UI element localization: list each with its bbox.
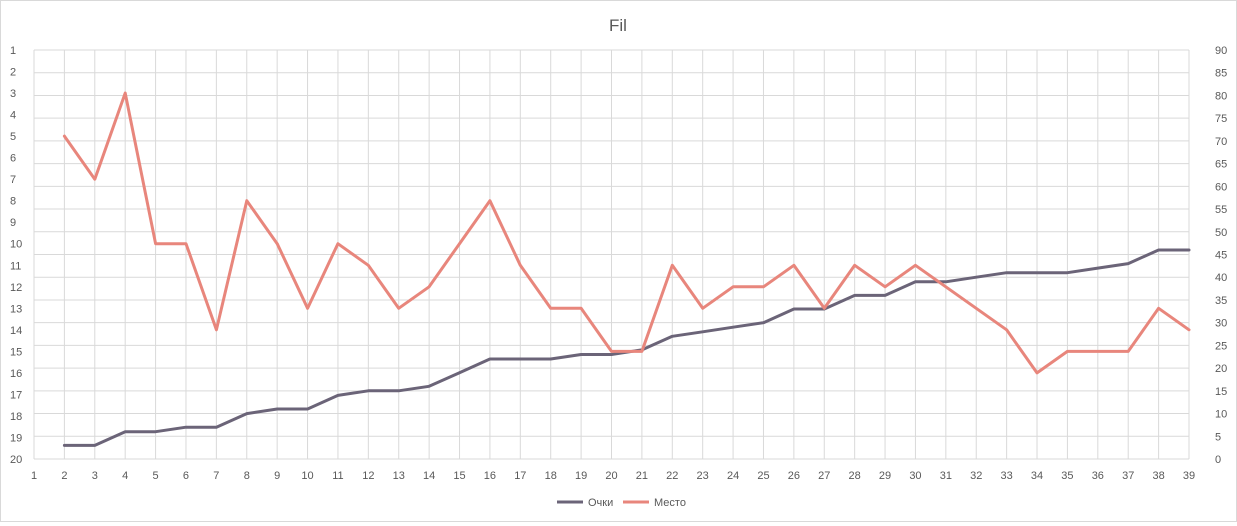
- x-axis-tick-label: 26: [788, 470, 800, 482]
- x-axis-tick-label: 4: [122, 470, 128, 482]
- legend-label: Место: [654, 497, 686, 509]
- left-axis-tick-label: 17: [10, 389, 22, 401]
- x-axis-tick-label: 25: [757, 470, 769, 482]
- x-axis-tick-label: 20: [605, 470, 617, 482]
- left-axis-tick-label: 5: [10, 131, 16, 143]
- x-axis-tick-label: 2: [61, 470, 67, 482]
- x-axis-tick-label: 27: [818, 470, 830, 482]
- x-axis-tick-label: 32: [970, 470, 982, 482]
- right-axis-tick-label: 55: [1215, 204, 1227, 216]
- x-axis-ticks: 1 2 3 4 5 6 7 8 9 10 11 12 13 14 15 16 17 18 19 20 21 22 23 24 2…: [31, 470, 1195, 482]
- right-axis-tick-label: 85: [1215, 68, 1227, 80]
- x-axis-tick-label: 22: [666, 470, 678, 482]
- right-axis-ticks: 0 5 10 15 20 25 30 35 40 45 50 55 60 65 70 75 80 85 90: [1215, 45, 1227, 466]
- x-axis-tick-label: 15: [453, 470, 465, 482]
- x-axis-tick-label: 34: [1031, 470, 1043, 482]
- x-axis-tick-label: 31: [940, 470, 952, 482]
- x-axis-tick-label: 28: [849, 470, 861, 482]
- left-axis-tick-label: 13: [10, 303, 22, 315]
- x-axis-tick-label: 5: [153, 470, 159, 482]
- right-axis-tick-label: 80: [1215, 90, 1227, 102]
- left-axis-tick-label: 8: [10, 196, 16, 208]
- x-axis-tick-label: 19: [575, 470, 587, 482]
- x-axis-tick-label: 38: [1152, 470, 1164, 482]
- left-axis-tick-label: 20: [10, 454, 22, 466]
- x-axis-tick-label: 29: [879, 470, 891, 482]
- right-axis-tick-label: 90: [1215, 45, 1227, 57]
- right-axis-tick-label: 75: [1215, 113, 1227, 125]
- x-axis-tick-label: 1: [31, 470, 37, 482]
- right-axis-tick-label: 15: [1215, 386, 1227, 398]
- left-axis-tick-label: 11: [10, 260, 21, 272]
- x-axis-tick-label: 13: [393, 470, 405, 482]
- chart-title: Fil: [609, 16, 627, 35]
- left-axis-tick-label: 19: [10, 432, 22, 444]
- series-layer: [62, 91, 1191, 447]
- x-axis-tick-label: 18: [545, 470, 557, 482]
- x-axis-tick-label: 8: [244, 470, 250, 482]
- x-axis-tick-label: 23: [697, 470, 709, 482]
- x-axis-tick-label: 36: [1092, 470, 1104, 482]
- right-axis-tick-label: 70: [1215, 136, 1227, 148]
- right-axis-tick-label: 60: [1215, 181, 1227, 193]
- x-axis-tick-label: 39: [1183, 470, 1195, 482]
- left-axis-tick-label: 3: [10, 88, 16, 100]
- left-axis-tick-label: 12: [10, 282, 22, 294]
- right-axis-tick-label: 0: [1215, 454, 1221, 466]
- right-axis-tick-label: 25: [1215, 340, 1227, 352]
- right-axis-tick-label: 50: [1215, 227, 1227, 239]
- right-axis-tick-label: 5: [1215, 431, 1221, 443]
- x-axis-tick-label: 3: [92, 470, 98, 482]
- right-axis-tick-label: 40: [1215, 272, 1227, 284]
- x-axis-tick-label: 7: [213, 470, 219, 482]
- x-axis-tick-label: 37: [1122, 470, 1134, 482]
- x-axis-tick-label: 14: [423, 470, 435, 482]
- left-axis-tick-label: 4: [10, 110, 16, 122]
- left-axis-tick-label: 16: [10, 368, 22, 380]
- right-axis-tick-label: 20: [1215, 363, 1227, 375]
- x-axis-tick-label: 6: [183, 470, 189, 482]
- left-axis-tick-label: 15: [10, 346, 22, 358]
- legend-label: Очки: [588, 497, 613, 509]
- right-axis-tick-label: 30: [1215, 318, 1227, 330]
- left-axis-tick-label: 6: [10, 153, 16, 165]
- x-axis-tick-label: 9: [274, 470, 280, 482]
- right-axis-tick-label: 10: [1215, 409, 1227, 421]
- x-axis-tick-label: 10: [301, 470, 313, 482]
- left-axis-tick-label: 14: [10, 325, 22, 337]
- right-axis-tick-label: 65: [1215, 159, 1227, 171]
- x-axis-tick-label: 17: [514, 470, 526, 482]
- x-axis-tick-label: 33: [1001, 470, 1013, 482]
- x-axis-tick-label: 24: [727, 470, 739, 482]
- left-axis-tick-label: 18: [10, 411, 22, 423]
- left-axis-tick-label: 9: [10, 217, 16, 229]
- right-axis-tick-label: 45: [1215, 250, 1227, 262]
- x-axis-tick-label: 12: [362, 470, 374, 482]
- gridlines: [33, 49, 1190, 460]
- left-axis-tick-label: 7: [10, 174, 16, 186]
- x-axis-tick-label: 21: [636, 470, 648, 482]
- right-axis-tick-label: 35: [1215, 295, 1227, 307]
- left-axis-tick-label: 2: [10, 67, 16, 79]
- x-axis-tick-label: 35: [1061, 470, 1073, 482]
- left-axis-tick-label: 1: [10, 45, 16, 57]
- legend: Очки Место: [557, 497, 686, 509]
- left-axis-tick-label: 10: [10, 239, 22, 251]
- x-axis-tick-label: 30: [909, 470, 921, 482]
- x-axis-tick-label: 11: [332, 470, 343, 482]
- x-axis-tick-label: 16: [484, 470, 496, 482]
- series-line-mesto: [62, 91, 1191, 375]
